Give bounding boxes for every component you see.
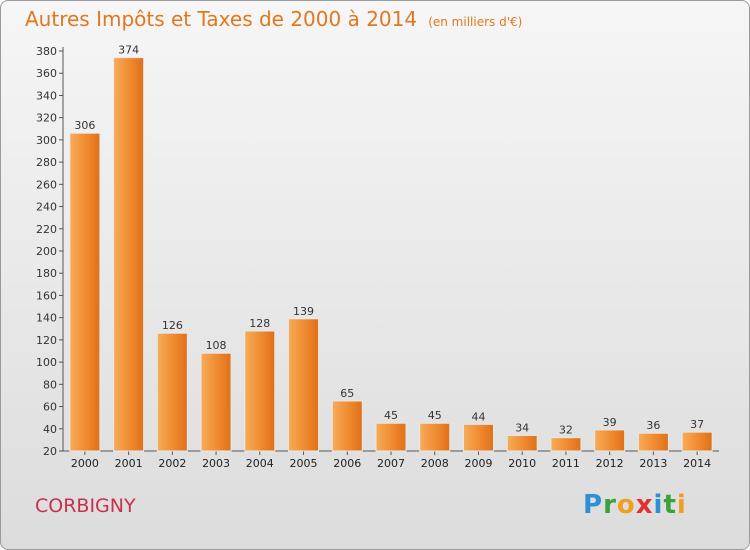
bar-2002 <box>156 332 188 452</box>
y-tick-label: 340 <box>36 89 57 102</box>
bar-2006 <box>331 400 363 452</box>
bar-2001 <box>113 57 145 452</box>
value-label: 374 <box>118 44 139 57</box>
x-tick-label: 2001 <box>115 457 143 470</box>
x-tick-label: 2013 <box>639 457 667 470</box>
y-tick-label: 260 <box>36 178 57 191</box>
y-tick-label: 180 <box>36 267 57 280</box>
y-tick-label: 140 <box>36 312 57 325</box>
y-tick-label: 320 <box>36 112 57 125</box>
value-label: 37 <box>690 418 704 431</box>
logo-letter: r <box>603 490 617 520</box>
bar-2008 <box>419 422 451 452</box>
value-label: 44 <box>471 410 485 423</box>
y-tick-label: 160 <box>36 289 57 302</box>
y-tick-label: 220 <box>36 223 57 236</box>
chart-title-text: Autres Impôts et Taxes de 2000 à 2014 <box>25 7 418 31</box>
bar-2009 <box>462 423 494 452</box>
y-tick-label: 60 <box>43 401 57 414</box>
x-tick-label: 2010 <box>508 457 536 470</box>
value-label: 108 <box>206 339 227 352</box>
value-label: 45 <box>384 409 398 422</box>
bar-2005 <box>288 318 320 452</box>
y-tick-label: 240 <box>36 201 57 214</box>
y-tick-label: 200 <box>36 245 57 258</box>
commune-name: CORBIGNY <box>35 495 136 517</box>
logo-letter: i <box>676 490 687 520</box>
y-tick-label: 280 <box>36 156 57 169</box>
y-tick-label: 100 <box>36 356 57 369</box>
logo-letter: t <box>663 490 677 520</box>
y-tick-label: 120 <box>36 334 57 347</box>
x-tick-label: 2000 <box>71 457 99 470</box>
x-tick-label: 2014 <box>683 457 711 470</box>
value-label: 39 <box>603 416 617 429</box>
x-tick-label: 2009 <box>464 457 492 470</box>
bar-2012 <box>594 429 626 452</box>
x-tick-label: 2012 <box>596 457 624 470</box>
proxiti-logo: Proxiti <box>583 490 687 520</box>
value-label: 36 <box>646 419 660 432</box>
y-tick-label: 40 <box>43 423 57 436</box>
logo-letter: P <box>583 490 604 520</box>
logo-letter: x <box>635 490 654 520</box>
bar-2014 <box>681 431 713 452</box>
logo-letter: i <box>653 490 664 520</box>
bar-2013 <box>637 432 669 452</box>
x-tick-label: 2007 <box>377 457 405 470</box>
y-tick-label: 300 <box>36 134 57 147</box>
x-tick-label: 2011 <box>552 457 580 470</box>
bar-2011 <box>550 437 582 452</box>
y-tick-label: 380 <box>36 45 57 58</box>
value-label: 34 <box>515 421 529 434</box>
value-label: 128 <box>249 317 270 330</box>
x-tick-label: 2008 <box>421 457 449 470</box>
value-label: 126 <box>162 319 183 332</box>
value-label: 32 <box>559 424 573 437</box>
bar-2003 <box>200 352 232 452</box>
y-tick-label: 20 <box>43 445 57 458</box>
y-tick-label: 80 <box>43 378 57 391</box>
bar-2007 <box>375 422 407 452</box>
x-tick-label: 2004 <box>246 457 274 470</box>
bar-2004 <box>244 330 276 452</box>
x-tick-label: 2003 <box>202 457 230 470</box>
chart-title: Autres Impôts et Taxes de 2000 à 2014 (e… <box>25 7 522 31</box>
x-tick-label: 2002 <box>158 457 186 470</box>
x-tick-label: 2006 <box>333 457 361 470</box>
value-label: 45 <box>428 409 442 422</box>
value-label: 306 <box>74 119 95 132</box>
bar-2000 <box>69 132 101 452</box>
chart-unit: (en milliers d'€) <box>428 15 523 29</box>
x-tick-label: 2005 <box>290 457 318 470</box>
value-label: 65 <box>340 387 354 400</box>
logo-letter: o <box>616 490 636 520</box>
value-label: 139 <box>293 305 314 318</box>
bar-2010 <box>506 434 538 452</box>
y-tick-label: 360 <box>36 67 57 80</box>
